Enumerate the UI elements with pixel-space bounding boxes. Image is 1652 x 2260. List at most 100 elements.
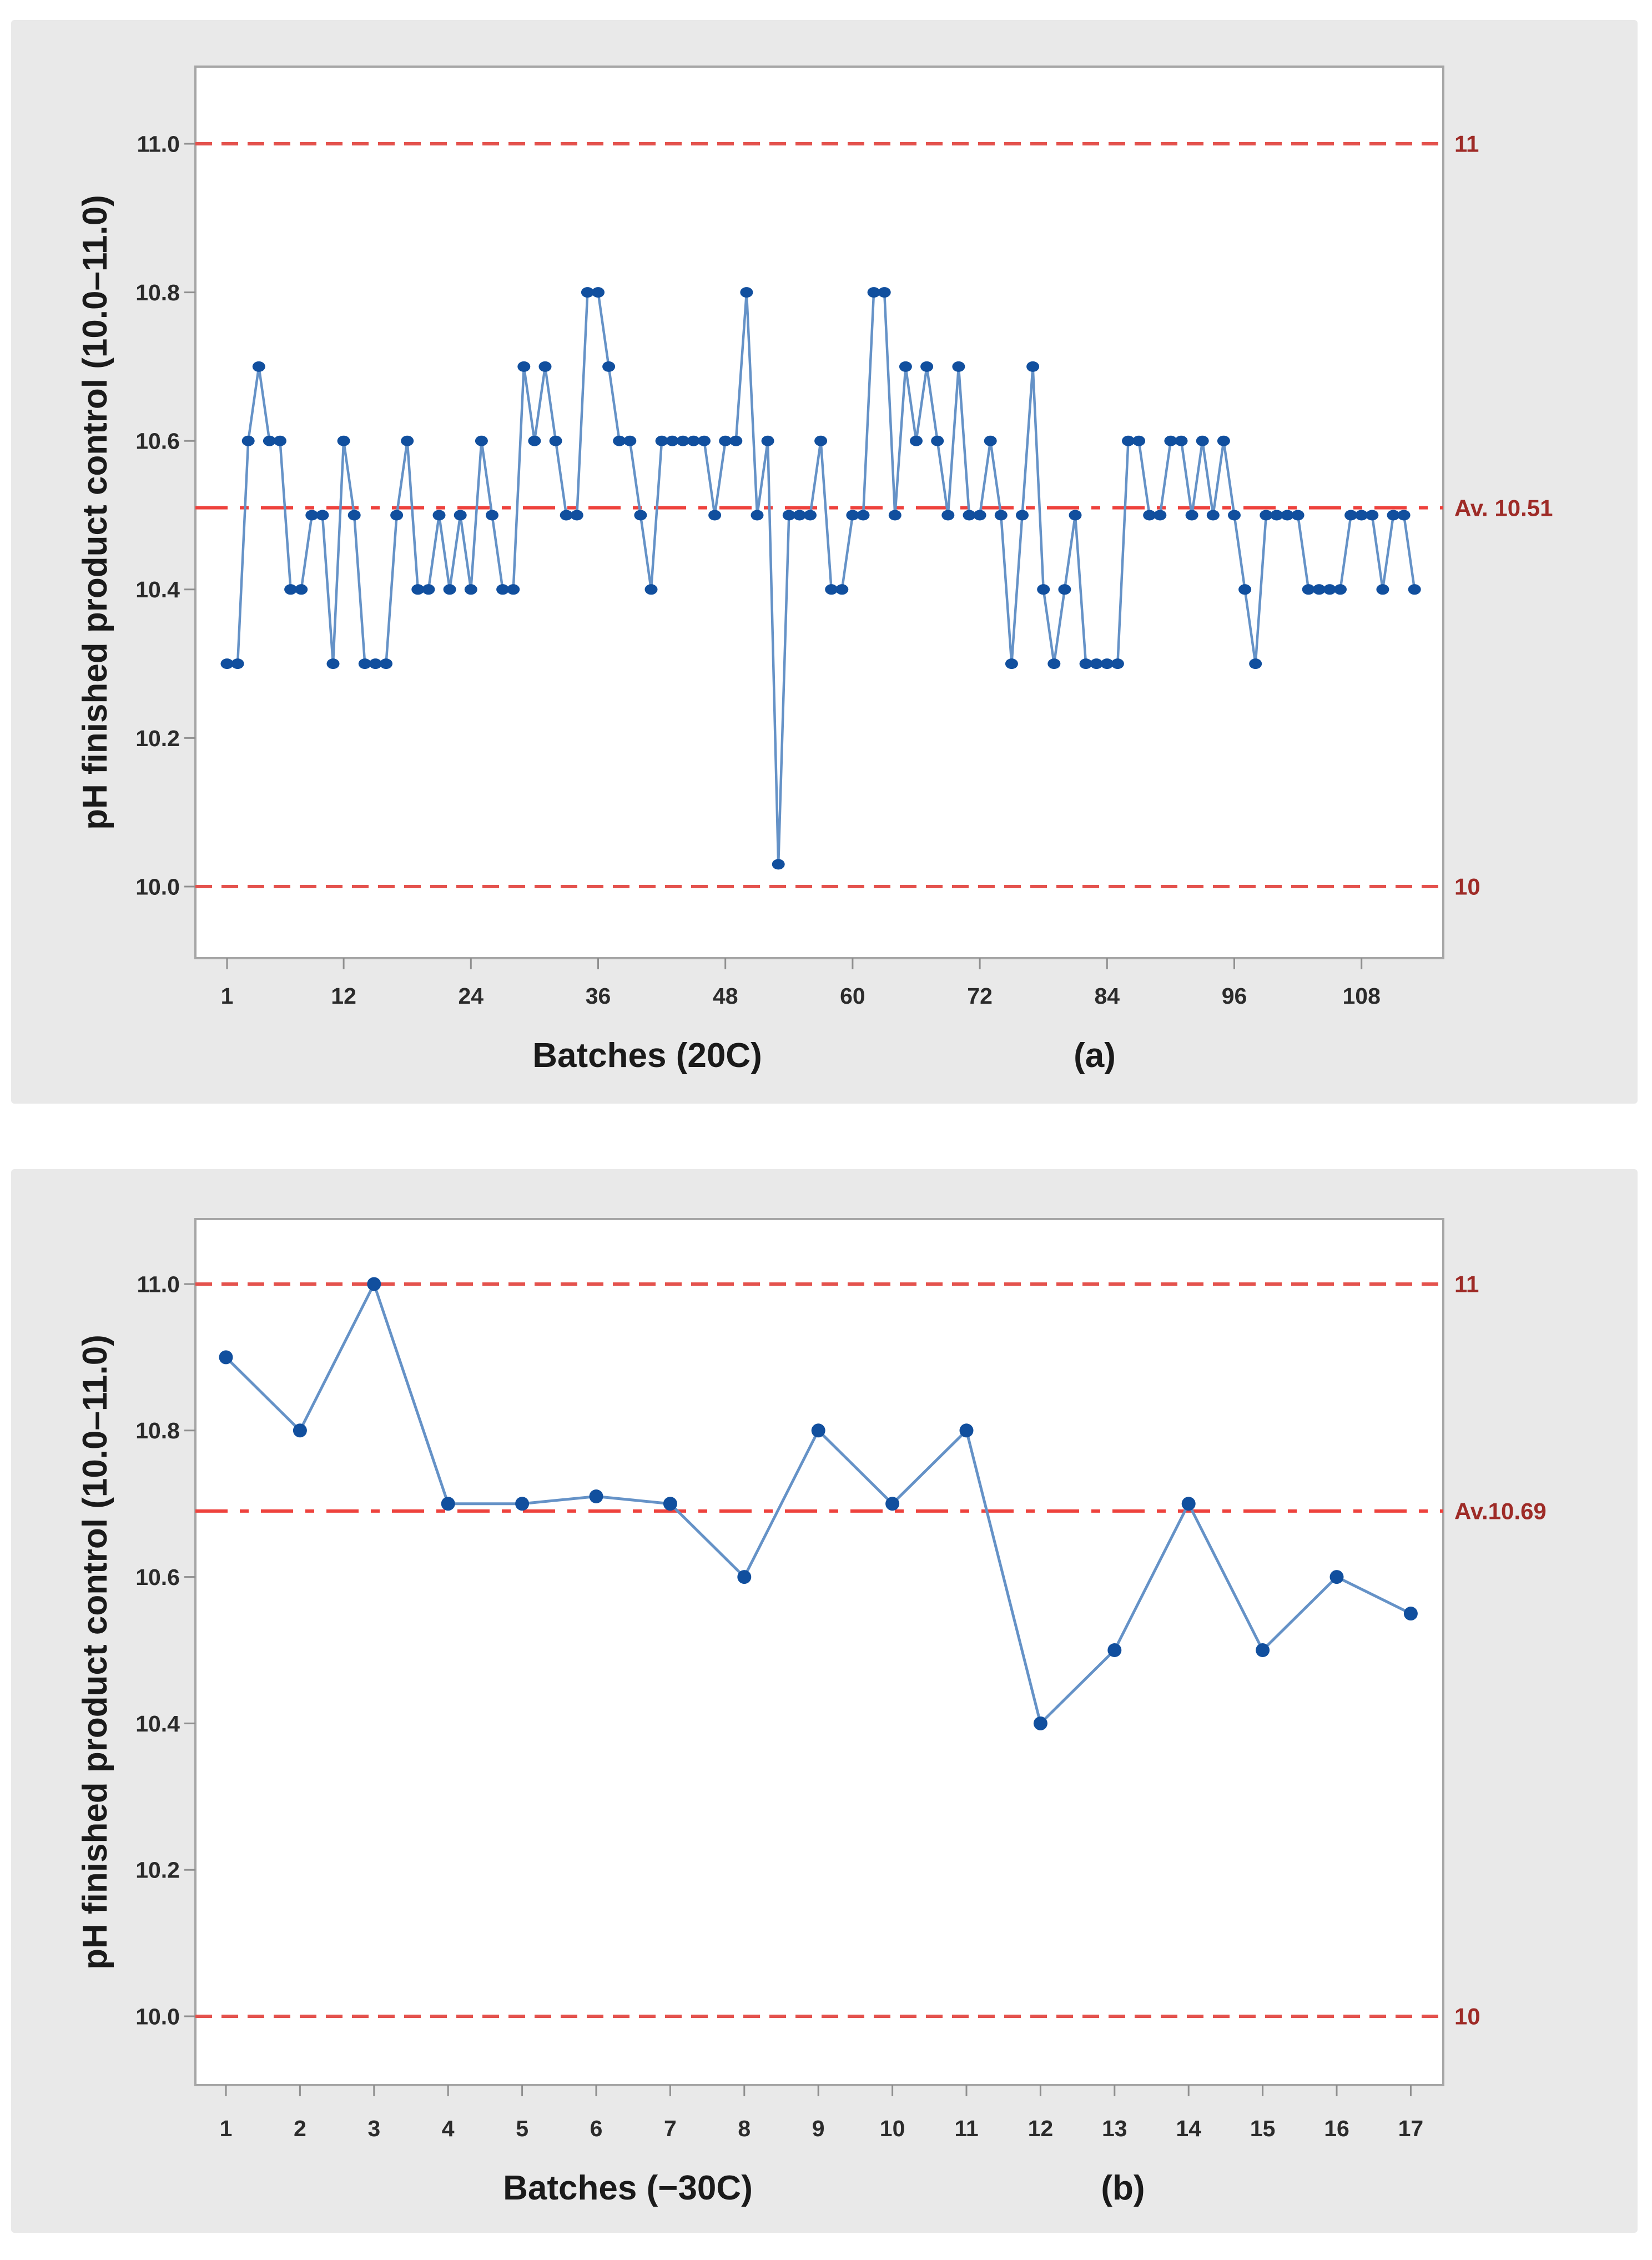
x-tick-label: 11 bbox=[954, 2116, 978, 2141]
data-point bbox=[274, 435, 286, 446]
data-point bbox=[761, 435, 774, 446]
data-point bbox=[390, 510, 404, 521]
data-point bbox=[1069, 510, 1082, 521]
data-point bbox=[1403, 1607, 1418, 1621]
data-point bbox=[1047, 658, 1061, 670]
data-point bbox=[644, 584, 658, 595]
data-point bbox=[517, 361, 531, 372]
data-point bbox=[899, 361, 912, 372]
x-tick-label: 15 bbox=[1250, 2116, 1276, 2141]
x-tick-label: 60 bbox=[840, 983, 865, 1009]
data-point bbox=[793, 510, 806, 521]
data-point bbox=[252, 361, 265, 372]
x-tick-label: 12 bbox=[331, 983, 356, 1009]
data-point bbox=[1026, 361, 1040, 372]
data-point bbox=[380, 658, 392, 670]
data-point bbox=[1033, 1716, 1047, 1730]
data-point bbox=[666, 435, 679, 446]
data-point bbox=[634, 510, 647, 521]
data-point bbox=[1217, 435, 1230, 446]
x-axis-title: Batches (20C) bbox=[532, 1036, 762, 1075]
chart-panel-a: 10.0 10.2 10.4 10.6 10.8 11.0 1 12 24 36 48 60 72 84 9… bbox=[11, 20, 1638, 1104]
data-point bbox=[1058, 584, 1071, 595]
data-point bbox=[676, 435, 689, 446]
x-tick-label: 72 bbox=[967, 983, 993, 1009]
average-label: Av.10.69 bbox=[1454, 1498, 1547, 1524]
data-point bbox=[443, 584, 456, 595]
x-tick-label: 6 bbox=[590, 2116, 603, 2141]
data-point bbox=[1270, 510, 1283, 521]
data-point bbox=[772, 859, 785, 870]
upper-limit-label: 11 bbox=[1454, 1271, 1479, 1297]
y-axis-title: pH finished product control (10.0–11.0) bbox=[76, 1335, 114, 1970]
data-point bbox=[1175, 435, 1188, 446]
y-tick-label: 10.8 bbox=[135, 280, 180, 305]
x-axis-title: Batches (−30C) bbox=[503, 2169, 753, 2207]
x-tick-label: 84 bbox=[1094, 983, 1120, 1009]
x-tick-label: 2 bbox=[294, 2116, 306, 2141]
x-tick-label: 4 bbox=[442, 2116, 455, 2141]
data-point bbox=[663, 1497, 677, 1511]
x-tick-label: 3 bbox=[367, 2116, 380, 2141]
data-point bbox=[1291, 510, 1305, 521]
data-point bbox=[337, 435, 350, 446]
y-tick-label: 10.4 bbox=[135, 1711, 180, 1736]
data-point bbox=[1181, 1497, 1196, 1511]
x-tick-label: 24 bbox=[458, 983, 483, 1009]
data-point bbox=[1164, 435, 1177, 446]
data-point bbox=[1334, 584, 1347, 595]
data-point bbox=[411, 584, 425, 595]
data-point bbox=[241, 435, 255, 446]
x-tick-label: 10 bbox=[880, 2116, 905, 2141]
data-point bbox=[825, 584, 838, 595]
data-point bbox=[782, 510, 795, 521]
data-point bbox=[878, 287, 891, 298]
data-point bbox=[941, 510, 955, 521]
data-point bbox=[1329, 1570, 1344, 1584]
data-point bbox=[867, 287, 880, 298]
data-point bbox=[857, 510, 870, 521]
data-point bbox=[219, 1350, 233, 1365]
data-point bbox=[751, 510, 764, 521]
data-point bbox=[347, 510, 361, 521]
y-tick-label: 10.6 bbox=[135, 1564, 180, 1590]
data-point bbox=[231, 658, 244, 670]
data-point bbox=[1111, 658, 1124, 670]
data-point bbox=[973, 510, 986, 521]
x-tick-label: 1 bbox=[220, 2116, 233, 2141]
data-point bbox=[1256, 1643, 1270, 1657]
data-point bbox=[305, 510, 319, 521]
x-tick-label: 48 bbox=[713, 983, 738, 1009]
data-point bbox=[1397, 510, 1411, 521]
data-point bbox=[1376, 584, 1389, 595]
data-point bbox=[422, 584, 435, 595]
data-point bbox=[1355, 510, 1368, 521]
data-point bbox=[454, 510, 467, 521]
data-point bbox=[538, 361, 552, 372]
upper-limit-label: 11 bbox=[1454, 131, 1479, 157]
data-point bbox=[1323, 584, 1336, 595]
data-point bbox=[613, 435, 626, 446]
x-tick-label: 96 bbox=[1222, 983, 1247, 1009]
data-point bbox=[1238, 584, 1252, 595]
data-point bbox=[496, 584, 510, 595]
data-point bbox=[1107, 1643, 1122, 1657]
y-tick-label: 10.2 bbox=[135, 726, 180, 751]
data-point bbox=[740, 287, 753, 298]
x-tick-label: 9 bbox=[812, 2116, 825, 2141]
x-tick-label: 7 bbox=[664, 2116, 677, 2141]
data-point bbox=[708, 510, 722, 521]
data-point bbox=[888, 510, 901, 521]
data-point bbox=[401, 435, 414, 446]
data-point bbox=[369, 658, 382, 670]
data-point bbox=[367, 1277, 381, 1291]
data-point bbox=[220, 658, 234, 670]
x-tick-label: 16 bbox=[1324, 2116, 1349, 2141]
run-chart-minus30c: 10.010.210.410.610.811.01 2 3 4 5 6 7 8 9 10 11 12 1… bbox=[76, 1218, 1547, 2207]
x-tick-label: 1 bbox=[221, 983, 234, 1009]
data-point bbox=[846, 510, 859, 521]
data-point bbox=[263, 435, 276, 446]
panel-letter-label: (a) bbox=[1074, 1036, 1116, 1075]
data-point bbox=[441, 1497, 455, 1511]
